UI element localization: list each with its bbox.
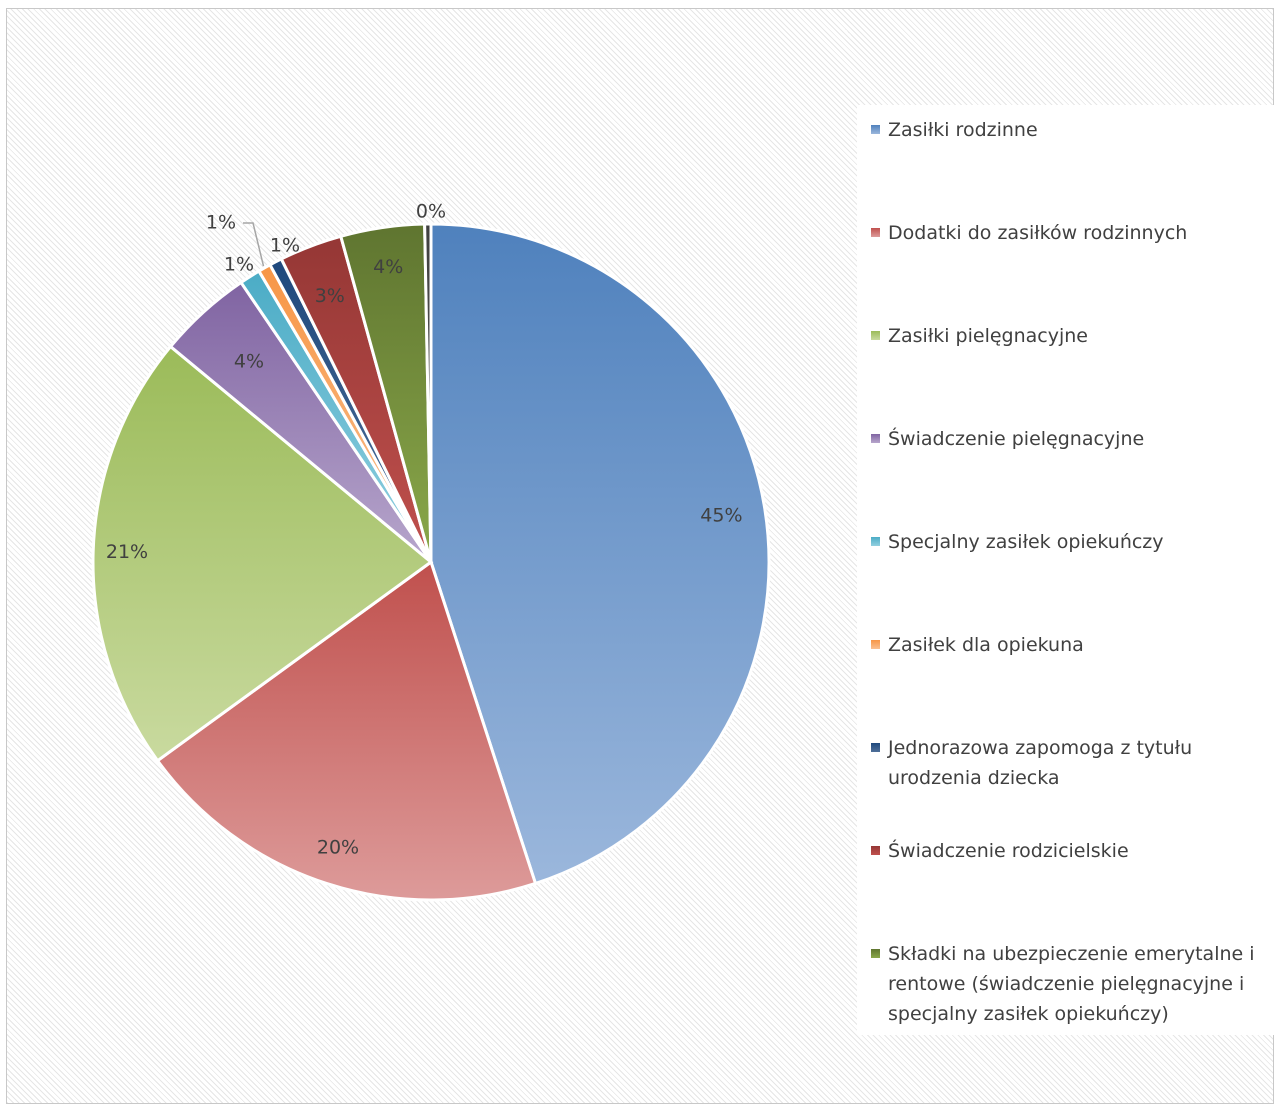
legend-swatch [871,537,880,546]
data-label-4: 4% [234,351,264,373]
data-label-7: 1% [270,235,300,257]
legend-swatch [871,434,880,443]
legend-swatch [871,846,880,855]
legend-label: Świadczenie pielęgnacyjne [888,428,1145,450]
data-label-3: 21% [106,541,148,563]
chart-area: 45% 20% 21% 4% 1% 1% 1% 3% 4% 0% Zasiłki rodzinne… [6,8,1277,1104]
legend-item: Specjalny zasiłek opiekuńczy [871,527,1271,557]
legend: Zasiłki rodzinne Dodatki do zasiłków rodz… [857,105,1277,1035]
legend-label: Zasiłki rodzinne [888,119,1038,141]
data-label-5: 1% [224,254,254,276]
pie-data-labels: 45% 20% 21% 4% 1% 1% 1% 3% 4% 0% [106,201,743,859]
legend-item: Jednorazowa zapomoga z tytułu urodzenia … [871,733,1271,793]
legend-label: Świadczenie rodzicielskie [888,840,1129,862]
legend-label: Dodatki do zasiłków rodzinnych [888,222,1188,244]
legend-item: Zasiłki pielęgnacyjne [871,321,1271,351]
pie-slice-3 [91,344,434,763]
data-label-2: 20% [317,837,359,859]
pie-slice-1 [429,222,771,886]
pie-slice-2 [155,559,538,902]
legend-label: Zasiłki pielęgnacyjne [888,325,1089,347]
legend-label: Składki na ubezpieczenie emerytalne i re… [888,943,1255,1025]
legend-swatch [871,949,880,958]
leader-line-6 [243,222,265,267]
legend-item: Składki na ubezpieczenie emerytalne i re… [871,939,1271,1029]
legend-label: Specjalny zasiłek opiekuńczy [888,531,1164,553]
data-label-6: 1% [206,212,236,234]
legend-swatch [871,743,880,752]
leader-lines [243,222,265,267]
data-label-8: 3% [315,285,345,307]
legend-item: Świadczenie rodzicielskie [871,836,1271,866]
pie-slice-10 [423,222,433,563]
legend-label: Zasiłek dla opiekuna [888,634,1084,656]
legend-swatch [871,331,880,340]
legend-swatch [871,125,880,134]
pie-chart: 45% 20% 21% 4% 1% 1% 1% 3% 4% 0% [91,201,771,902]
legend-item: Zasiłki rodzinne [871,115,1271,145]
legend-swatch [871,640,880,649]
legend-item: Zasiłek dla opiekuna [871,630,1271,660]
legend-label: Jednorazowa zapomoga z tytułu urodzenia … [888,737,1193,789]
data-label-10: 0% [416,201,446,223]
pie-slices [91,222,771,902]
legend-item: Świadczenie pielęgnacyjne [871,424,1271,454]
legend-swatch [871,228,880,237]
data-label-1: 45% [700,505,742,527]
legend-item: Dodatki do zasiłków rodzinnych [871,218,1271,248]
data-label-9: 4% [373,256,403,278]
